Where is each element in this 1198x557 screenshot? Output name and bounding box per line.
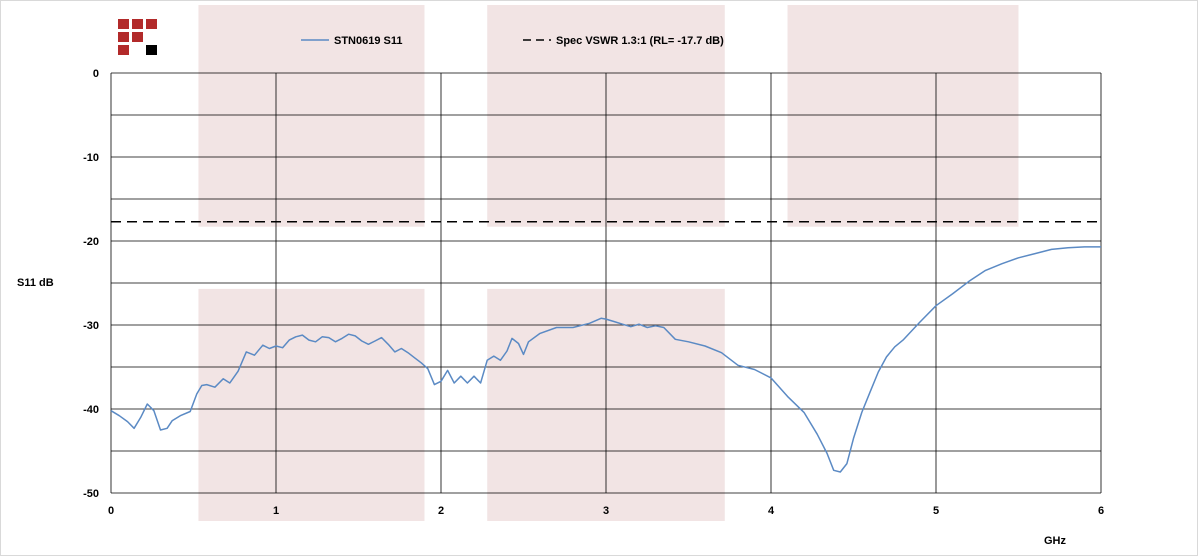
- logo-square-2: [146, 19, 157, 29]
- frequency-bands: [198, 5, 1019, 521]
- logo-square-0: [118, 19, 129, 29]
- y-axis-label: S11 dB: [17, 277, 54, 289]
- logo-square-6: [146, 45, 157, 55]
- x-tick-label: 6: [1098, 505, 1104, 517]
- x-tick-label: 3: [603, 505, 609, 517]
- legend: STN0619 S11 Spec VSWR 1.3:1 (RL= -17.7 d…: [301, 35, 724, 47]
- y-tick-label: -20: [83, 236, 99, 248]
- x-tick-label: 2: [438, 505, 444, 517]
- frequency-band-4: [787, 5, 1019, 227]
- y-tick-label: 0: [93, 68, 99, 80]
- x-tick-label: 5: [933, 505, 939, 517]
- logo-square-4: [132, 32, 143, 42]
- x-tick-label: 4: [768, 505, 775, 517]
- logo-square-5: [118, 45, 129, 55]
- company-logo: [118, 19, 157, 55]
- logo-square-3: [118, 32, 129, 42]
- frequency-band-2: [198, 5, 425, 227]
- series-lines: [110, 220, 1101, 473]
- x-tick-label: 1: [273, 505, 279, 517]
- legend-label-spec: Spec VSWR 1.3:1 (RL= -17.7 dB): [556, 35, 724, 47]
- x-tick-label: 0: [108, 505, 114, 517]
- x-axis-label: GHz: [1044, 535, 1067, 547]
- y-tick-label: -40: [83, 404, 99, 416]
- y-tick-label: -10: [83, 152, 99, 164]
- logo-square-1: [132, 19, 143, 29]
- legend-label-s11: STN0619 S11: [334, 35, 403, 47]
- axis-ticks: 0 -10 -20 -30 -40 -50 0 1 2 3 4 5 6: [83, 68, 1104, 517]
- y-tick-label: -30: [83, 320, 99, 332]
- frequency-band-0: [198, 288, 425, 521]
- grid-lines: [110, 72, 1102, 494]
- series-line-0: [110, 246, 1101, 473]
- y-tick-label: -50: [83, 488, 99, 500]
